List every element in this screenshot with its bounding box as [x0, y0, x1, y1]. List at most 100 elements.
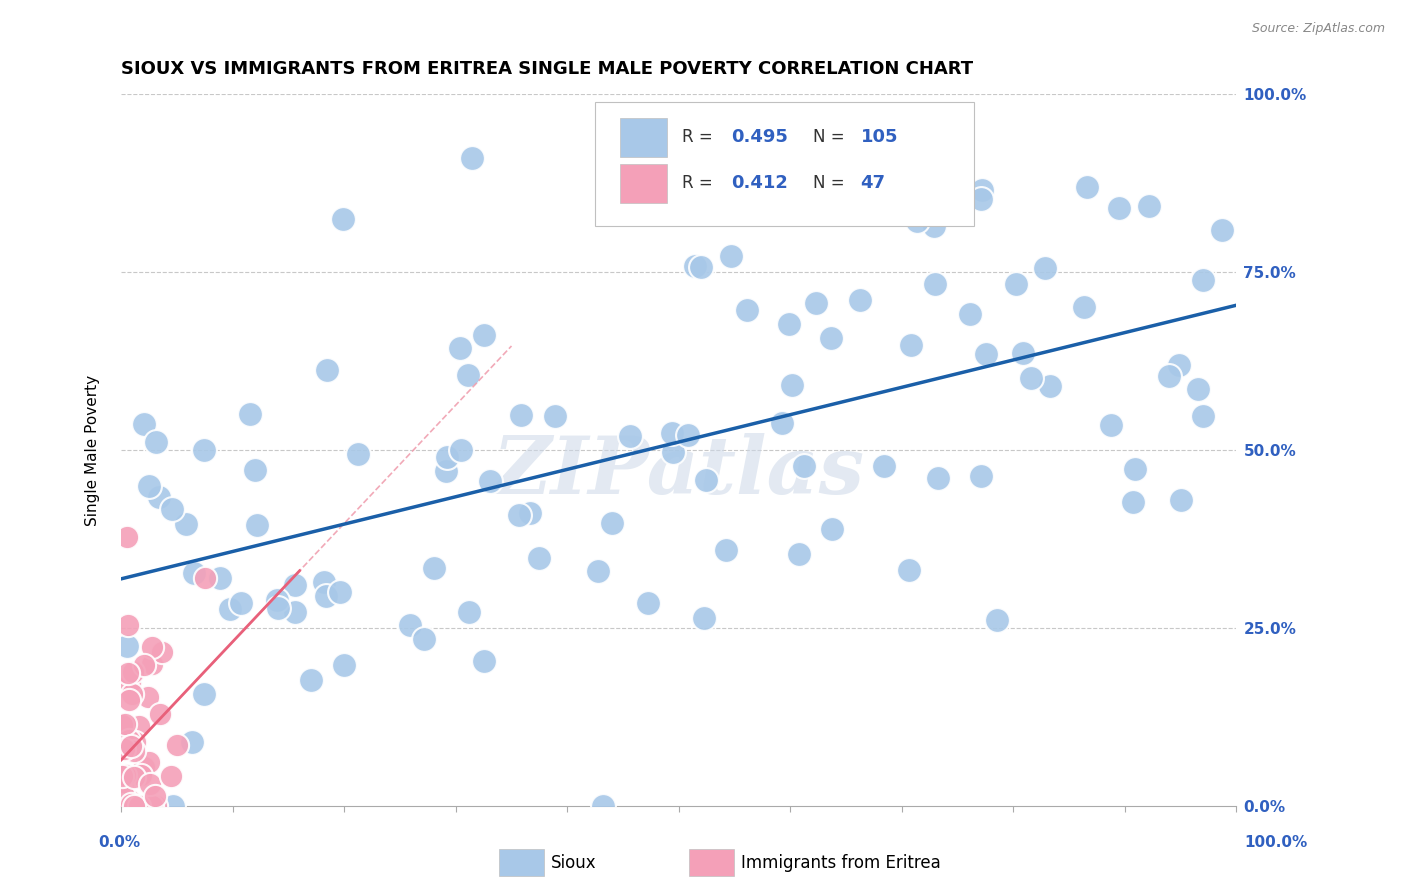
Point	[160, 502, 183, 516]
Point	[1211, 223, 1233, 237]
Point	[141, 657, 163, 671]
Point	[1122, 495, 1144, 509]
Point	[662, 445, 685, 459]
Point	[208, 571, 231, 585]
Point	[508, 508, 530, 523]
Point	[312, 575, 335, 590]
Point	[412, 632, 434, 646]
Point	[148, 491, 170, 505]
Point	[114, 798, 136, 813]
Point	[141, 798, 163, 813]
Point	[124, 734, 146, 748]
Point	[128, 798, 150, 813]
Point	[139, 777, 162, 791]
Point	[970, 469, 993, 483]
Point	[600, 516, 623, 530]
Point	[1011, 346, 1033, 360]
Point	[284, 605, 307, 619]
Point	[118, 692, 141, 706]
Point	[974, 347, 997, 361]
Point	[398, 617, 420, 632]
Point	[118, 733, 141, 747]
Text: R =: R =	[682, 174, 718, 193]
Point	[780, 378, 803, 392]
Point	[820, 331, 842, 345]
Text: 47: 47	[860, 174, 886, 193]
Point	[121, 798, 143, 813]
Point	[900, 337, 922, 351]
Point	[793, 458, 815, 473]
Point	[112, 742, 135, 756]
Point	[112, 798, 135, 813]
Text: Source: ZipAtlas.com: Source: ZipAtlas.com	[1251, 22, 1385, 36]
Point	[174, 517, 197, 532]
Point	[1099, 417, 1122, 432]
Point	[329, 585, 352, 599]
Point	[194, 571, 217, 585]
Text: Sioux: Sioux	[551, 854, 596, 871]
Point	[986, 613, 1008, 627]
Point	[143, 789, 166, 804]
Point	[120, 739, 142, 754]
Point	[138, 690, 160, 704]
Point	[111, 787, 134, 801]
Point	[678, 428, 700, 442]
Text: 0.0%: 0.0%	[98, 836, 141, 850]
Point	[924, 277, 946, 292]
Point	[472, 328, 495, 343]
Point	[114, 767, 136, 781]
Text: ZIPatlas: ZIPatlas	[492, 433, 865, 510]
Point	[735, 303, 758, 318]
Point	[776, 194, 799, 208]
Text: R =: R =	[682, 128, 718, 146]
Point	[160, 769, 183, 783]
Point	[141, 640, 163, 654]
Point	[1191, 409, 1213, 423]
Point	[299, 673, 322, 687]
Point	[231, 596, 253, 610]
Point	[122, 798, 145, 813]
Point	[959, 307, 981, 321]
Point	[111, 769, 134, 783]
Point	[457, 368, 479, 382]
Point	[114, 716, 136, 731]
Point	[586, 565, 609, 579]
Text: SIOUX VS IMMIGRANTS FROM ERITREA SINGLE MALE POVERTY CORRELATION CHART: SIOUX VS IMMIGRANTS FROM ERITREA SINGLE …	[121, 60, 973, 78]
Point	[267, 601, 290, 615]
Point	[1157, 368, 1180, 383]
Point	[118, 675, 141, 690]
Point	[434, 464, 457, 478]
Point	[449, 341, 471, 355]
Text: 0.495: 0.495	[731, 128, 789, 146]
Point	[132, 760, 155, 774]
Point	[436, 450, 458, 464]
Point	[527, 550, 550, 565]
Point	[927, 471, 949, 485]
Point	[461, 151, 484, 165]
Point	[1004, 277, 1026, 292]
Point	[117, 665, 139, 680]
Point	[132, 417, 155, 432]
Point	[450, 442, 472, 457]
Point	[193, 687, 215, 701]
Point	[149, 707, 172, 722]
Point	[970, 192, 993, 206]
Point	[266, 592, 288, 607]
Point	[720, 248, 742, 262]
Point	[821, 522, 844, 536]
Point	[129, 768, 152, 782]
Point	[1123, 462, 1146, 476]
Bar	[620, 164, 666, 202]
Text: Immigrants from Eritrea: Immigrants from Eritrea	[741, 854, 941, 871]
Point	[145, 434, 167, 449]
Point	[111, 798, 134, 813]
Point	[111, 718, 134, 732]
Point	[619, 429, 641, 443]
Point	[849, 293, 872, 308]
Point	[1168, 358, 1191, 372]
Point	[332, 212, 354, 227]
Text: 100.0%: 100.0%	[1244, 836, 1308, 850]
Point	[695, 473, 717, 487]
Text: N =: N =	[813, 174, 844, 193]
Text: N =: N =	[813, 128, 844, 146]
